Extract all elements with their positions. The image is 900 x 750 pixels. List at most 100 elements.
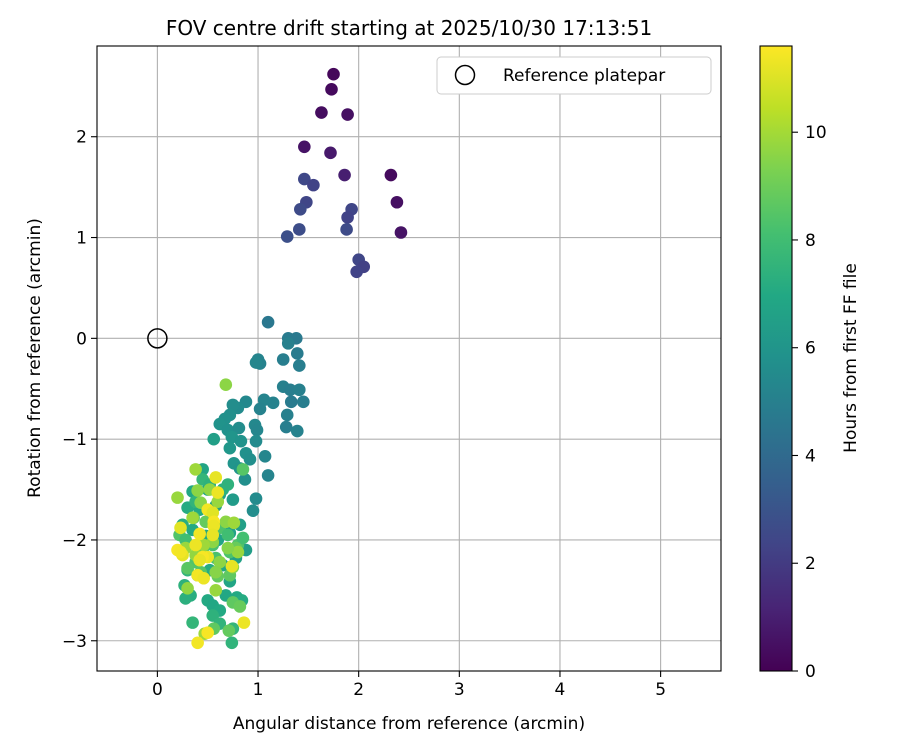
colorbar-tick-label: 0 [805,662,816,682]
data-point [298,172,311,186]
data-point [186,511,199,525]
data-point [249,434,263,448]
colorbar-tick-label: 2 [805,554,816,574]
legend-label-reference: Reference platepar [503,66,665,86]
data-point [292,359,306,372]
colorbar-label: Hours from first FF file [841,263,861,453]
data-point [179,592,192,605]
data-point [234,434,248,448]
chart-title: FOV centre drift starting at 2025/10/30 … [166,16,652,40]
colorbar-tick-label: 8 [805,231,816,251]
x-axis-label: Angular distance from reference (arcmin) [233,714,585,734]
data-point [292,223,306,236]
data-point [201,626,215,639]
grid [97,46,721,671]
data-point [226,493,240,506]
data-point [249,356,263,369]
colorbar-tick-label: 4 [805,446,816,466]
data-point [174,521,187,535]
data-point [181,582,194,595]
data-point [325,83,338,96]
data-point [327,67,340,81]
data-point [174,545,187,559]
data-point [171,491,184,504]
reference-marker-layer [147,328,168,349]
data-point [390,195,404,209]
data-point [209,565,223,579]
colorbar [759,45,793,672]
y-tick-label: −2 [62,531,87,551]
legend-box [436,56,712,95]
data-point [207,432,221,446]
y-tick-label: −3 [62,632,87,652]
data-point [340,223,353,236]
scatter-points [171,67,408,650]
data-point [261,469,275,482]
y-tick-label: 0 [76,329,87,349]
data-point [189,463,202,476]
data-point [307,178,320,192]
data-point [324,146,337,160]
data-point [290,347,304,360]
data-point [341,108,354,121]
x-tick-label: 4 [555,680,566,700]
data-point [281,337,295,350]
data-point [221,478,235,491]
data-point [232,421,246,435]
data-point [236,463,250,476]
colorbar-tick-label: 6 [805,339,816,359]
x-tick-label: 5 [655,680,666,700]
data-point [236,531,250,545]
data-point [186,616,199,629]
data-point [193,527,206,541]
x-tick-label: 1 [253,680,264,700]
data-point [258,449,272,463]
data-point [193,553,206,567]
data-point [223,441,237,455]
data-point [298,140,311,154]
data-point [181,561,194,575]
colorbar-ticks: 0 2 4 6 8 10 [792,123,827,682]
y-tick-label: −1 [62,430,87,450]
data-point [191,636,204,650]
y-axis-label: Rotation from reference (arcmin) [25,218,45,498]
data-point [294,203,307,216]
data-point [243,453,257,466]
y-tick-label: 2 [76,128,87,148]
data-point [280,408,294,422]
y-axis-ticks: −3 −2 −1 0 1 2 [62,128,97,652]
data-point [226,398,240,412]
data-point [189,538,202,552]
data-point [341,211,354,224]
data-point [211,495,225,508]
y-tick-label: 1 [76,229,87,249]
data-point [261,315,275,329]
data-point [233,600,247,613]
legend-marker-reference [454,64,476,86]
data-point [209,584,223,597]
data-point [225,636,239,650]
data-point [231,545,245,559]
data-point [280,230,294,243]
data-point [209,471,223,484]
data-point [213,555,227,569]
data-point [197,571,210,585]
data-point [253,402,267,416]
data-point [250,423,264,437]
data-point [237,616,251,629]
data-point [225,559,239,573]
legend: Reference platepar [436,56,712,95]
reference-platepar-marker [147,328,168,349]
colorbar-tick-label: 10 [805,123,827,143]
data-point [394,226,408,239]
data-point [221,528,235,542]
x-tick-label: 2 [353,680,364,700]
data-point [315,106,328,119]
data-point [276,353,290,366]
data-point [191,484,204,497]
data-point [246,504,260,518]
data-point [292,383,306,397]
data-point [338,168,351,182]
data-point [350,265,363,279]
